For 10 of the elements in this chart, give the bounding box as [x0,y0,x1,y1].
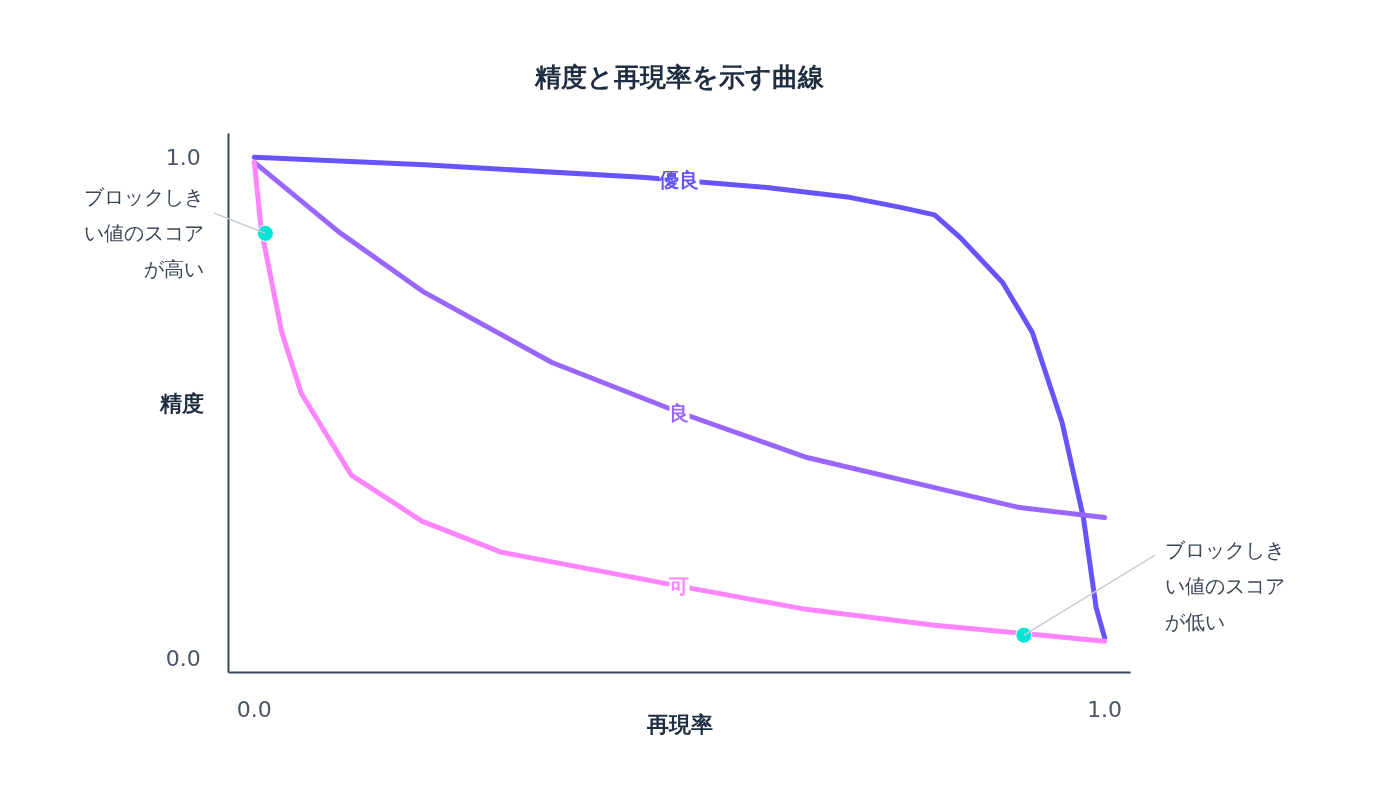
annotation: ブロックしきい値のスコアが高い [83,185,204,282]
series-label: 可 [668,574,690,599]
series-label: 優良 [658,168,700,193]
annotation: ブロックしきい値のスコアが低い [1165,537,1286,634]
y-axis-title: 精度 [158,390,204,416]
chart-title: 精度と再現率を示す曲線 [533,62,825,93]
point [1015,626,1033,644]
x-axis-title: 再現率 [645,711,713,737]
point [256,224,274,242]
series-label: 良 [669,400,690,425]
